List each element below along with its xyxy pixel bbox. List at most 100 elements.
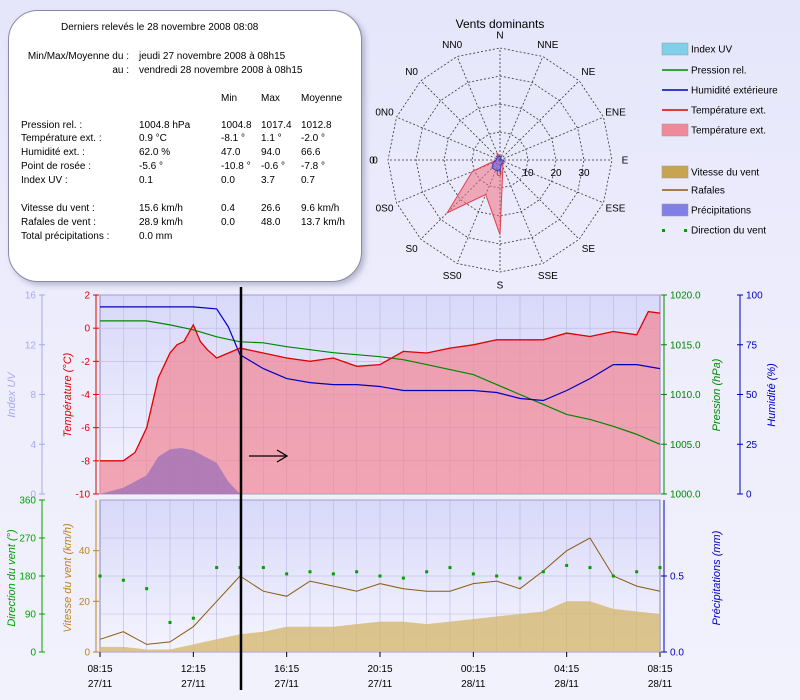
pressure-tick-label: 1000.0 — [670, 490, 701, 501]
row-min: 47.0 — [221, 147, 241, 158]
row-avg: 9.6 km/h — [301, 203, 340, 214]
row-max: -0.6 ° — [261, 161, 286, 172]
row-avg: 66.6 — [301, 147, 321, 158]
x-tick-time: 08:15 — [87, 664, 112, 675]
row-current: 15.6 km/h — [139, 203, 183, 214]
wind-direction-point — [611, 574, 615, 578]
row-label: Vitesse du vent : — [21, 203, 95, 214]
pressure-tick-label: 1015.0 — [670, 340, 701, 351]
gusts-line — [99, 537, 661, 645]
wind-direction-point — [588, 566, 592, 570]
row-max: 1.1 ° — [261, 133, 282, 144]
row-current: 1004.8 hPa — [139, 120, 191, 131]
speed-tick-label: 40 — [79, 546, 91, 557]
x-tick-time: 16:15 — [274, 664, 299, 675]
row-min: -8.1 ° — [221, 133, 246, 144]
x-tick-date: 28/11 — [555, 679, 580, 690]
uv-tick-label: 0 — [30, 490, 36, 501]
row-min: 0.0 — [221, 175, 235, 186]
wind-direction-point — [285, 572, 289, 576]
wind-direction-point — [565, 563, 569, 567]
wind-direction-point — [471, 572, 475, 576]
row-current: 0.0 mm — [139, 231, 173, 242]
uv-tick-label: 8 — [30, 390, 36, 401]
humidity-tick-label: 100 — [746, 291, 763, 302]
wind-direction-point — [98, 574, 102, 578]
column-avg: Moyenne — [301, 93, 343, 104]
x-tick-date: 28/11 — [648, 679, 673, 690]
row-label: Total précipitations : — [21, 231, 110, 242]
x-tick-time: 00:15 — [461, 664, 486, 675]
x-tick-time: 12:15 — [181, 664, 206, 675]
direction-tick-label: 270 — [19, 534, 36, 545]
humidity-tick-label: 0 — [746, 490, 752, 501]
wind-direction-point — [425, 570, 429, 574]
humidity-tick-label: 25 — [746, 440, 758, 451]
rain-tick-label: 0.5 — [670, 572, 684, 583]
wind-direction-point — [541, 570, 545, 574]
period-from-label: Min/Max/Moyenne du : — [27, 51, 129, 62]
cursor-arrow-icon — [249, 449, 289, 463]
period-from-value: jeudi 27 novembre 2008 à 08h15 — [139, 51, 286, 62]
row-current: 28.9 km/h — [139, 217, 183, 228]
temperature-tick-label: -10 — [76, 490, 91, 501]
row-avg: -7.8 ° — [301, 161, 326, 172]
row-label: Point de rosée : — [21, 161, 92, 172]
direction-tick-label: 0 — [30, 648, 36, 659]
row-current: 0.9 °C — [139, 133, 167, 144]
row-avg: 1012.8 — [301, 120, 332, 131]
speed-tick-label: 20 — [79, 597, 91, 608]
row-avg: 13.7 km/h — [301, 217, 345, 228]
row-avg: -2.0 ° — [301, 133, 326, 144]
humidity-tick-label: 75 — [746, 340, 758, 351]
row-label: Rafales de vent : — [21, 217, 97, 228]
row-label: Humidité ext. : — [21, 147, 85, 158]
wind-direction-point — [401, 576, 405, 580]
direction-tick-label: 360 — [19, 496, 36, 507]
direction-tick-label: 180 — [19, 572, 36, 583]
temperature-tick-label: 0 — [84, 324, 90, 335]
wind-rose-title: Vents dominants — [455, 17, 545, 31]
row-max: 1017.4 — [261, 120, 292, 131]
direction-tick-label: 90 — [25, 610, 37, 621]
x-tick-date: 27/11 — [275, 679, 300, 690]
x-tick-time: 20:15 — [367, 664, 392, 675]
pressure-tick-label: 1005.0 — [670, 440, 701, 451]
wind-direction-point — [658, 566, 662, 570]
row-max: 48.0 — [261, 217, 281, 228]
wind-direction-point — [121, 578, 125, 582]
rain-axis-title: Précipitations (mm) — [711, 530, 723, 625]
speed-axis-title: Vitesse du vent (km/h) — [62, 523, 74, 633]
pressure-tick-label: 1020.0 — [670, 291, 701, 302]
row-current: -5.6 ° — [139, 161, 164, 172]
temperature-tick-label: -4 — [81, 390, 90, 401]
x-tick-date: 27/11 — [88, 679, 113, 690]
period-to-value: vendredi 28 novembre 2008 à 08h15 — [139, 65, 303, 76]
wind-direction-point — [261, 566, 265, 570]
row-min: 0.0 — [221, 217, 235, 228]
wind-direction-point — [635, 570, 639, 574]
x-tick-date: 28/11 — [461, 679, 486, 690]
wind-direction-point — [331, 572, 335, 576]
humidity-line — [100, 306, 661, 402]
humidity-axis-title: Humidité (%) — [766, 363, 778, 427]
wind-direction-point — [191, 616, 195, 620]
uv-area — [100, 448, 660, 494]
uv-tick-label: 12 — [25, 340, 37, 351]
row-avg: 0.7 — [301, 175, 315, 186]
speed-tick-label: 0 — [84, 648, 90, 659]
wind-direction-point — [308, 570, 312, 574]
summary-panel: Derniers relevés le 28 novembre 2008 08:… — [8, 10, 362, 282]
temperature-tick-label: -2 — [81, 357, 90, 368]
wind-direction-point — [168, 620, 172, 624]
row-min: 1004.8 — [221, 120, 252, 131]
row-min: 0.4 — [221, 203, 235, 214]
wind-direction-point — [448, 566, 452, 570]
x-tick-time: 08:15 — [647, 664, 672, 675]
row-current: 62.0 % — [139, 147, 171, 158]
rain-tick-label: 0.0 — [670, 648, 684, 659]
row-max: 3.7 — [261, 175, 275, 186]
temperature-tick-label: 2 — [84, 291, 90, 302]
x-tick-date: 27/11 — [181, 679, 206, 690]
row-max: 94.0 — [261, 147, 281, 158]
